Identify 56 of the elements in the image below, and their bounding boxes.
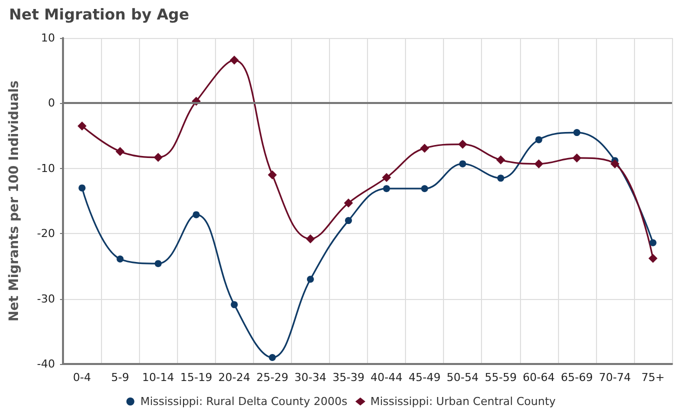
x-tick-label: 20-24	[218, 371, 250, 384]
y-tick-label: 0	[48, 96, 55, 110]
chart-title: Net Migration by Age	[9, 6, 190, 24]
point	[573, 129, 580, 136]
y-tick-label: -10	[37, 162, 55, 175]
x-tick-label: 75+	[641, 371, 665, 384]
x-tick-label: 30-34	[294, 371, 326, 384]
point	[534, 159, 544, 168]
x-tick-label: 35-39	[332, 371, 364, 384]
x-tick-label: 65-69	[560, 371, 593, 384]
x-tick-label: 55-59	[484, 371, 517, 384]
x-tick-label: 25-29	[256, 371, 288, 384]
point	[192, 211, 200, 218]
point	[268, 354, 276, 361]
point	[420, 144, 430, 153]
point	[116, 256, 124, 263]
point	[306, 276, 314, 283]
x-tick-label: 70-74	[598, 371, 631, 384]
x-tick-label: 60-64	[522, 371, 555, 384]
point	[610, 159, 620, 168]
point	[572, 153, 582, 162]
y-axis-title: Net Migrants per 100 Individuals	[7, 80, 22, 322]
y-tick-label: -20	[37, 227, 55, 240]
point	[78, 184, 86, 192]
point	[383, 185, 390, 192]
point	[306, 234, 315, 244]
point	[268, 170, 277, 180]
point	[344, 198, 353, 208]
point	[382, 173, 392, 182]
point	[459, 160, 466, 168]
x-tick-label: 5-9	[111, 371, 130, 384]
point	[154, 152, 163, 162]
x-tick-label: 10-14	[142, 371, 174, 384]
point	[497, 174, 504, 182]
x-tick-label: 45-49	[408, 371, 441, 384]
point	[421, 185, 428, 192]
legend-label: Mississippi: Urban Central County	[370, 395, 556, 408]
point	[535, 136, 542, 144]
y-tick-label: 10	[41, 32, 55, 44]
x-tick-label: 15-19	[180, 371, 212, 384]
x-tick-label: 0-4	[73, 371, 92, 384]
point	[230, 56, 239, 65]
point	[649, 239, 656, 246]
point	[648, 254, 658, 263]
point	[230, 301, 238, 308]
x-tick-label: 50-54	[446, 371, 479, 384]
point	[496, 155, 506, 164]
point	[78, 122, 87, 131]
y-tick-label: -30	[37, 292, 55, 306]
point	[344, 217, 352, 224]
point	[458, 140, 468, 149]
point	[116, 146, 125, 156]
y-tick-label: -40	[37, 358, 55, 370]
legend-label: Mississippi: Rural Delta County 2000s	[140, 395, 348, 408]
point	[154, 260, 162, 268]
x-tick-label: 40-44	[370, 371, 403, 384]
